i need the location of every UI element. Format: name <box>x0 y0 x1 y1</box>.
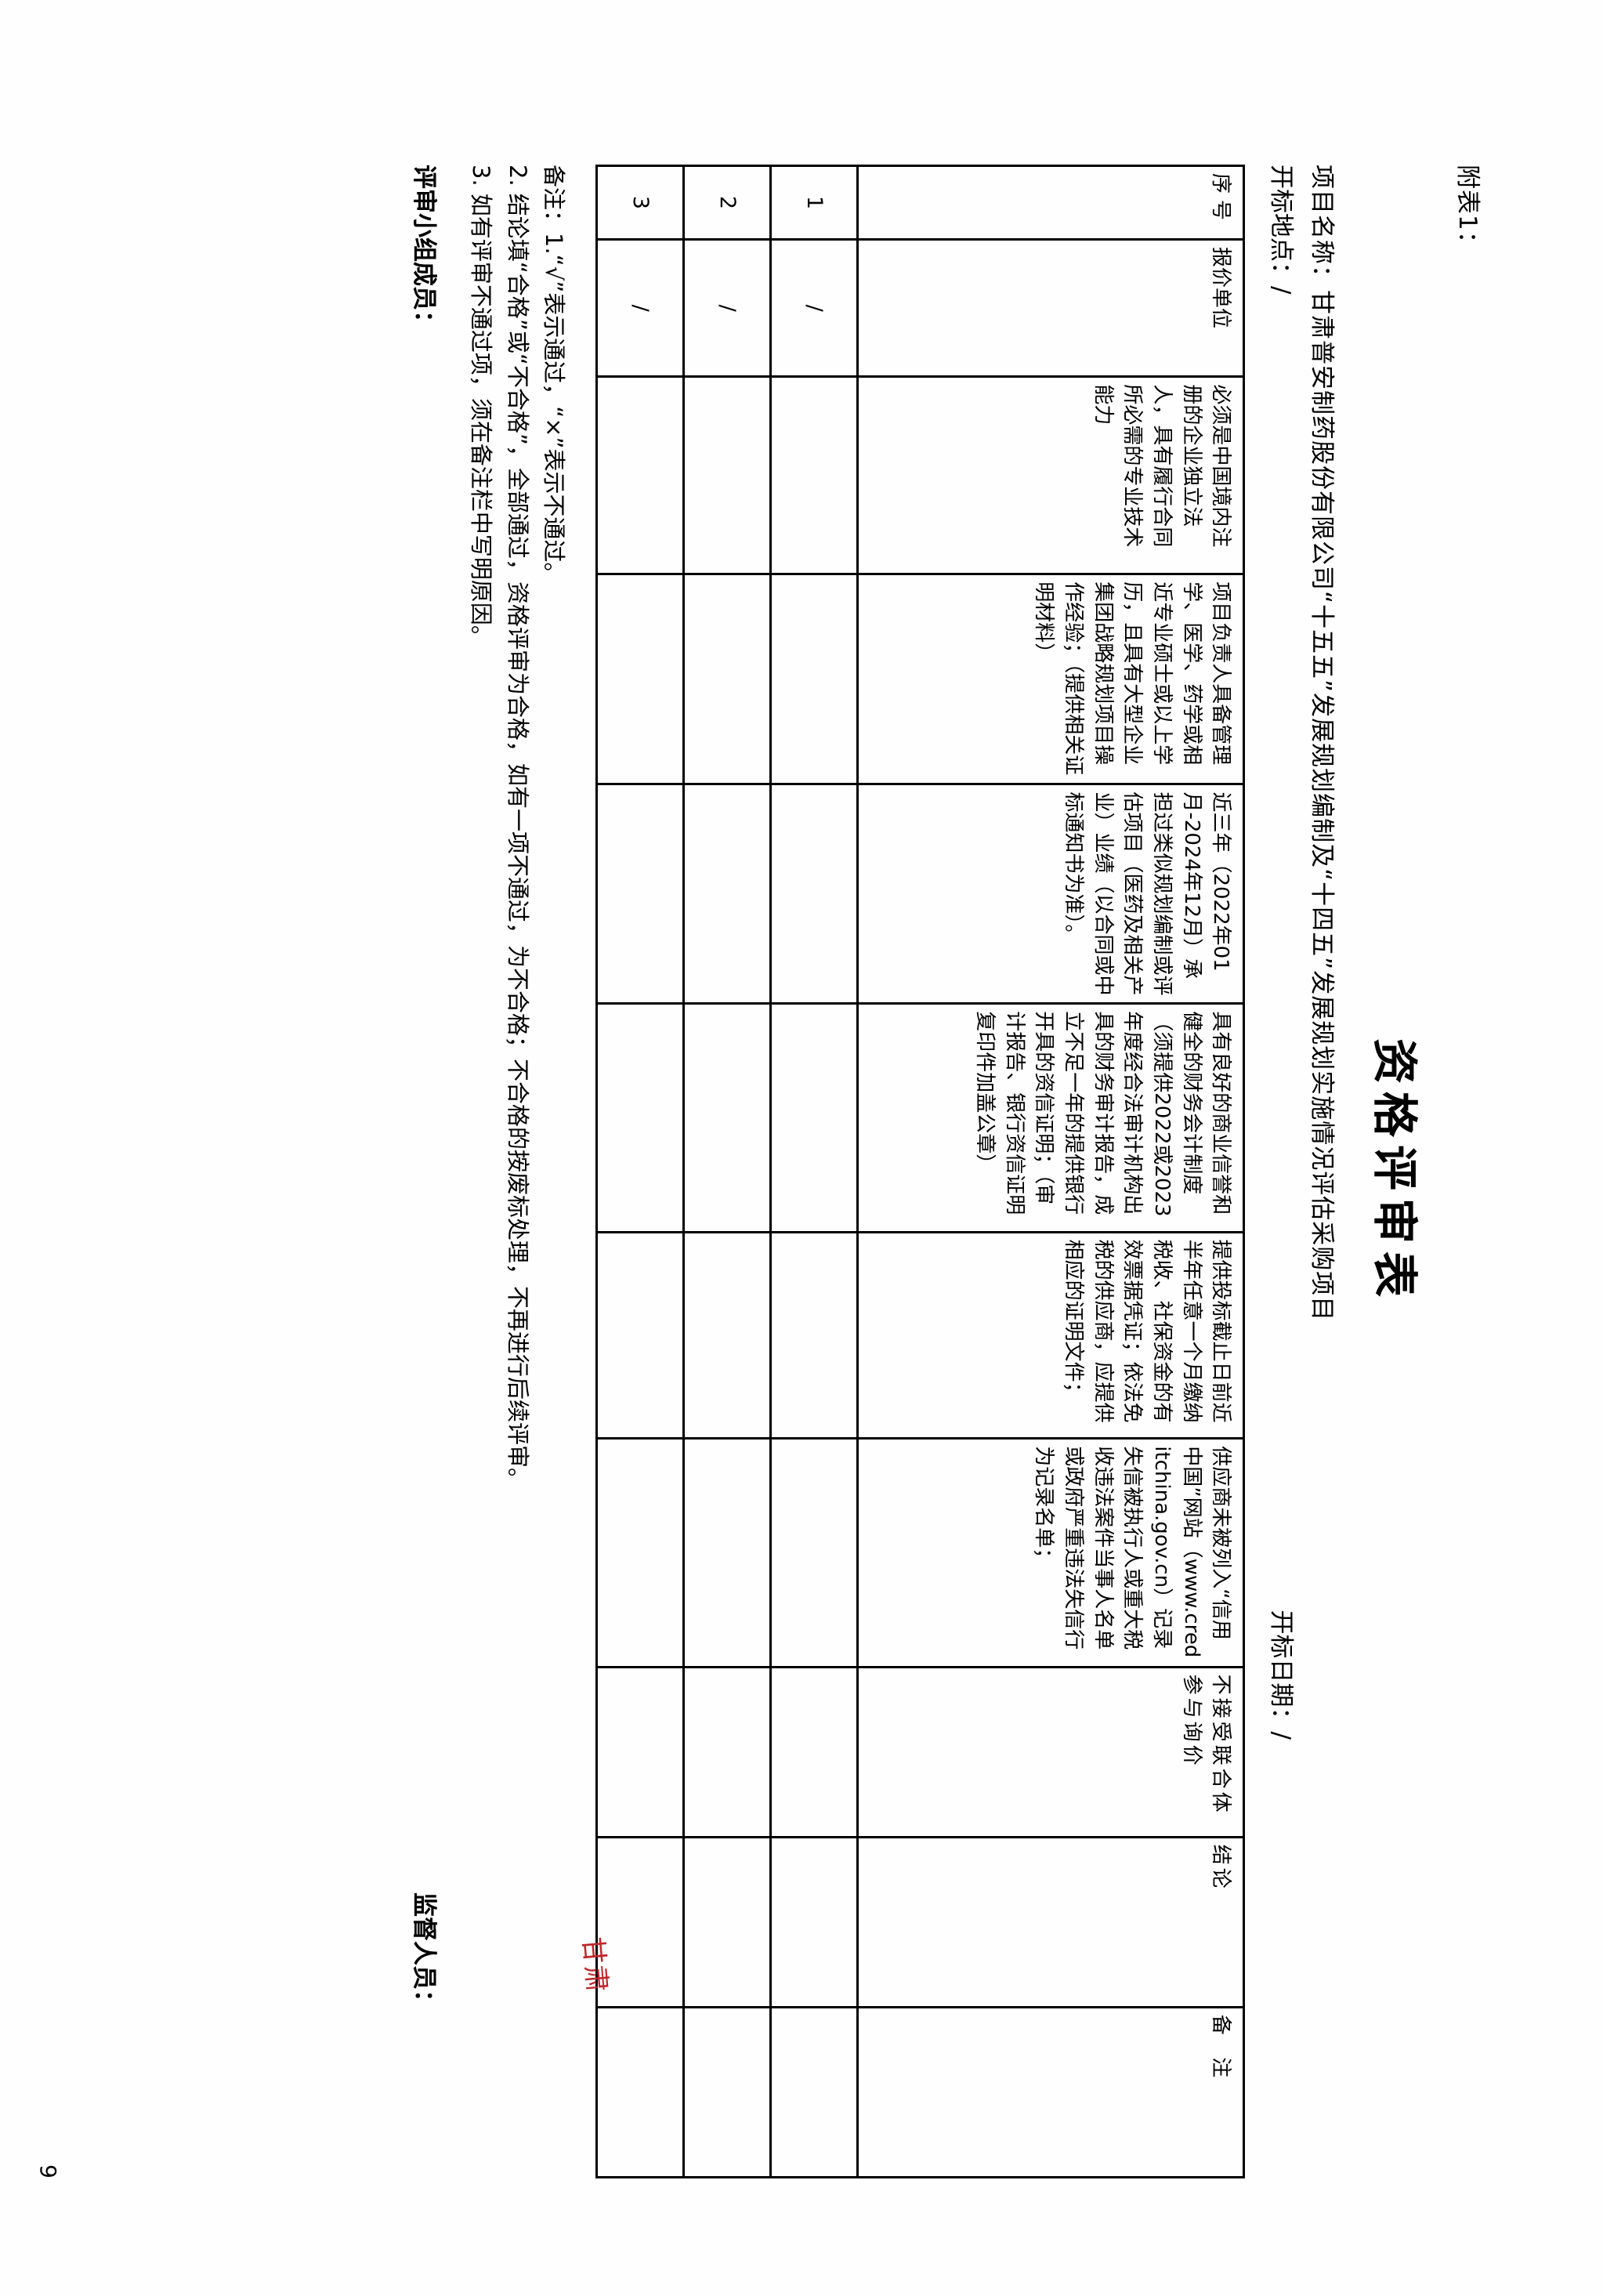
bid-location-value: / <box>1267 286 1295 295</box>
row-criteria-3[interactable] <box>771 784 858 1004</box>
notes-item-1: 1.“√”表示通过，“×”表示不通过。 <box>541 233 568 585</box>
row-index: 3 <box>597 165 684 240</box>
column-header-criteria-1: 必须是中国境内注册的企业独立法人，具有履行合同所必需的专业技术能力 <box>858 376 1244 574</box>
row-remark[interactable] <box>684 2007 771 2178</box>
row-unit[interactable]: / <box>771 239 858 377</box>
row-criteria-2[interactable] <box>684 574 771 784</box>
criteria-text-4: 具有良好的商业信誉和健全的财务会计制度（须提供2022或2023年度经合法审计机… <box>973 1011 1233 1217</box>
row-criteria-5[interactable] <box>597 1232 684 1439</box>
row-criteria-1[interactable] <box>597 376 684 574</box>
page-title: 资格评审表 <box>1368 1038 1422 1305</box>
column-header-remark: 备 注 <box>858 2007 1244 2178</box>
criteria-text-3: 近三年（2022年01月-2024年12月）承担过类似规划编制或评估项目（医药及… <box>1062 791 1233 996</box>
row-criteria-7[interactable] <box>597 1667 684 1838</box>
page-number: 9 <box>35 2164 61 2178</box>
row-index: 1 <box>771 165 858 240</box>
column-header-unit: 报价单位 <box>858 239 1244 377</box>
notes-block: 备注：1.“√”表示通过，“×”表示不通过。 2. 结论填“合格”或“不合格”，… <box>462 165 573 2178</box>
column-header-criteria-6: 供应商未被列入“信用中国”网站（www.creditchina.gov.cn）记… <box>858 1438 1244 1668</box>
bid-date-label: 开标日期： <box>1267 1610 1295 1732</box>
criteria-text-5: 提供投标截止日前近半年任意一个月缴纳税收、社保资金的有效票据凭证；依法免税的供应… <box>1062 1239 1233 1423</box>
row-unit[interactable]: / <box>684 239 771 377</box>
row-criteria-2[interactable] <box>771 574 858 784</box>
attachment-label: 附表1： <box>1453 165 1482 256</box>
project-name-line: 项目名称：甘肃普安制药股份有限公司“十五五”发展规划编制及“十四五”发展规划实施… <box>1304 165 1341 2178</box>
table-header: 序号 报价单位 必须是中国境内注册的企业独立法人，具有履行合同所必需的专业技术能… <box>858 165 1244 2178</box>
column-header-index: 序号 <box>858 165 1244 240</box>
project-name-value: 甘肃普安制药股份有限公司“十五五”发展规划编制及“十四五”发展规划实施情况评估采… <box>1308 290 1337 1322</box>
row-conclusion[interactable] <box>771 1837 858 2008</box>
row-criteria-6[interactable] <box>597 1438 684 1668</box>
row-criteria-3[interactable] <box>597 784 684 1004</box>
row-criteria-6[interactable] <box>684 1438 771 1668</box>
column-header-index-label: 序号 <box>1209 173 1233 227</box>
notes-label: 备注： <box>541 165 568 234</box>
criteria-text-7: 不接受联合体参与询价 <box>1179 1674 1233 1816</box>
criteria-text-2: 项目负责人具备管理学、医学、药学或相近专业硕士或以上学历，且具有大型企业集团战略… <box>1032 581 1233 776</box>
bid-date-value: / <box>1267 1731 1295 1740</box>
row-index: 2 <box>684 165 771 240</box>
table-row: 3 / <box>597 165 684 2178</box>
signature-row: 评审小组成员： 监督人员： <box>405 165 442 2178</box>
bid-location-label: 开标地点： <box>1267 165 1295 286</box>
column-header-criteria-2: 项目负责人具备管理学、医学、药学或相近专业硕士或以上学历，且具有大型企业集团战略… <box>858 574 1244 784</box>
bid-location-line: 开标地点：/ <box>1263 165 1300 294</box>
project-name-label: 项目名称： <box>1308 165 1337 290</box>
criteria-text-1: 必须是中国境内注册的企业独立法人，具有履行合同所必需的专业技术能力 <box>1091 384 1233 548</box>
notes-line-1: 备注：1.“√”表示通过，“×”表示不通过。 <box>536 165 573 2178</box>
notes-line-2: 2. 结论填“合格”或“不合格”，全部通过，资格评审为合格，如有一项不通过，为不… <box>504 165 531 1490</box>
row-criteria-4[interactable] <box>597 1003 684 1233</box>
table-row: 2 / <box>684 165 771 2178</box>
column-header-criteria-5: 提供投标截止日前近半年任意一个月缴纳税收、社保资金的有效票据凭证；依法免税的供应… <box>858 1232 1244 1439</box>
row-criteria-6[interactable] <box>771 1438 858 1668</box>
column-header-criteria-7: 不接受联合体参与询价 <box>858 1667 1244 1838</box>
row-criteria-7[interactable] <box>771 1667 858 1838</box>
row-remark[interactable] <box>597 2007 684 2178</box>
column-header-conclusion-label: 结论 <box>1209 1844 1233 1892</box>
red-stamp-mark: 甘肃 <box>576 1936 613 1995</box>
row-criteria-1[interactable] <box>684 376 771 574</box>
row-conclusion[interactable] <box>684 1837 771 2008</box>
row-criteria-2[interactable] <box>597 574 684 784</box>
column-header-unit-label: 报价单位 <box>1209 247 1233 329</box>
row-unit[interactable]: / <box>597 239 684 377</box>
notes-line-3: 3. 如有评审不通过项，须在备注栏中写明原因。 <box>467 165 494 648</box>
row-criteria-4[interactable] <box>771 1003 858 1233</box>
bid-date-line: 开标日期：/ <box>1263 1610 1300 1740</box>
column-header-criteria-3: 近三年（2022年01月-2024年12月）承担过类似规划编制或评估项目（医药及… <box>858 784 1244 1004</box>
row-criteria-5[interactable] <box>684 1232 771 1439</box>
qualification-review-table: 序号 报价单位 必须是中国境内注册的企业独立法人，具有履行合同所必需的专业技术能… <box>596 165 1246 2178</box>
row-criteria-7[interactable] <box>684 1667 771 1838</box>
row-criteria-3[interactable] <box>684 784 771 1004</box>
column-header-conclusion: 结论 <box>858 1837 1244 2008</box>
column-header-remark-label: 备 注 <box>1209 2014 1233 2086</box>
row-remark[interactable] <box>771 2007 858 2178</box>
table-header-row: 序号 报价单位 必须是中国境内注册的企业独立法人，具有履行合同所必需的专业技术能… <box>858 165 1244 2178</box>
bid-meta-row: 开标地点：/ 开标日期：/ <box>1263 165 1300 2178</box>
row-criteria-1[interactable] <box>771 376 858 574</box>
table-row: 1 / <box>771 165 858 2178</box>
table-body: 1 / 2 / <box>597 165 858 2178</box>
criteria-text-6: 供应商未被列入“信用中国”网站（www.creditchina.gov.cn）记… <box>1032 1446 1233 1658</box>
column-header-criteria-4: 具有良好的商业信誉和健全的财务会计制度（须提供2022或2023年度经合法审计机… <box>858 1003 1244 1233</box>
reviewers-label[interactable]: 评审小组成员： <box>409 165 438 335</box>
supervisor-label[interactable]: 监督人员： <box>409 1892 438 2014</box>
row-criteria-4[interactable] <box>684 1003 771 1233</box>
row-criteria-5[interactable] <box>771 1232 858 1439</box>
